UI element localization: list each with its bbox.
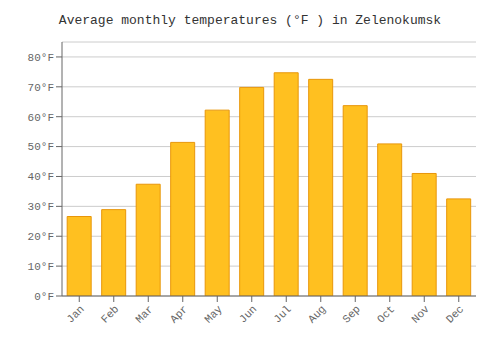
svg-text:Aug: Aug bbox=[306, 303, 328, 325]
svg-text:10°F: 10°F bbox=[28, 261, 54, 273]
svg-text:0°F: 0°F bbox=[34, 291, 54, 303]
svg-text:Feb: Feb bbox=[99, 303, 121, 325]
svg-text:40°F: 40°F bbox=[28, 171, 54, 183]
svg-text:Mar: Mar bbox=[133, 303, 155, 325]
svg-text:30°F: 30°F bbox=[28, 201, 54, 213]
svg-text:Jun: Jun bbox=[237, 303, 259, 325]
svg-text:Sep: Sep bbox=[340, 303, 362, 325]
svg-text:Oct: Oct bbox=[375, 303, 397, 325]
svg-text:Nov: Nov bbox=[409, 303, 432, 326]
svg-text:Dec: Dec bbox=[444, 303, 466, 325]
svg-text:May: May bbox=[202, 303, 225, 326]
svg-text:Jul: Jul bbox=[271, 303, 293, 325]
svg-text:80°F: 80°F bbox=[28, 52, 54, 64]
svg-text:50°F: 50°F bbox=[28, 141, 54, 153]
svg-text:60°F: 60°F bbox=[28, 112, 54, 124]
svg-text:Jan: Jan bbox=[64, 303, 86, 325]
svg-text:70°F: 70°F bbox=[28, 82, 54, 94]
html-text:Average monthly temperatures (: Average monthly temperatures (°F ) in Ze… bbox=[58, 13, 442, 28]
svg-text:Apr: Apr bbox=[168, 303, 190, 325]
svg-text:20°F: 20°F bbox=[28, 231, 54, 243]
